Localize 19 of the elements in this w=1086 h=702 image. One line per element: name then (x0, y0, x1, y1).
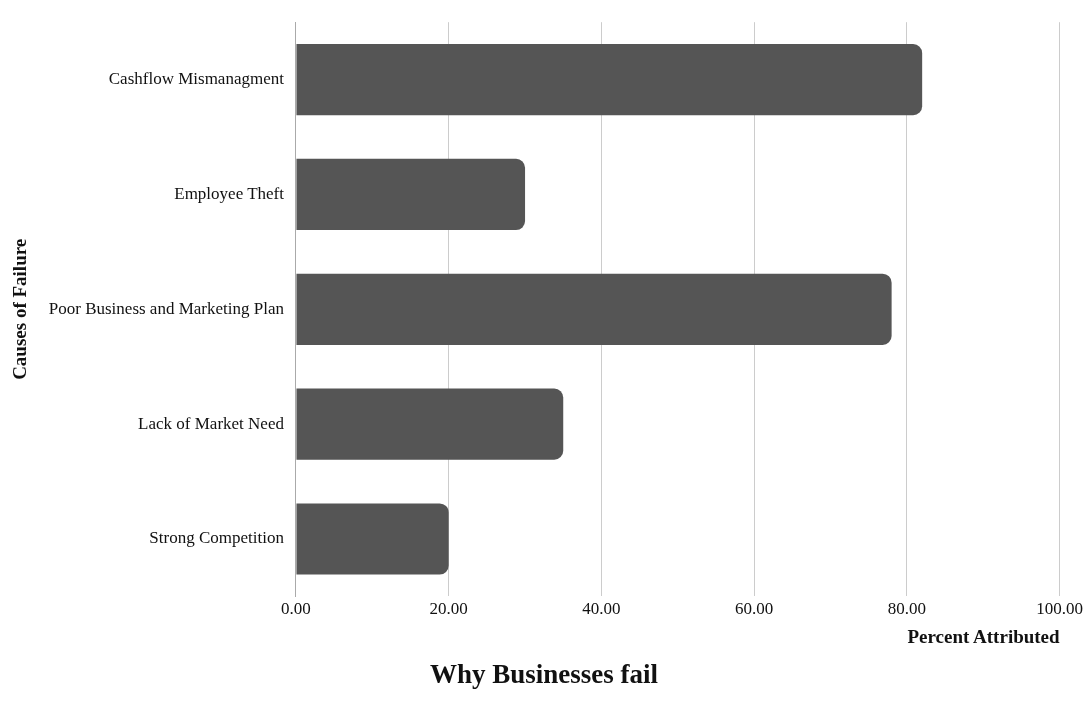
x-tick-label: 60.00 (735, 599, 774, 619)
x-tick-label: 0.00 (281, 599, 311, 619)
y-axis-title: Causes of Failure (9, 238, 31, 380)
x-tick-label: 20.00 (429, 599, 468, 619)
x-tick-label: 40.00 (582, 599, 621, 619)
bar (296, 273, 892, 345)
y-tick-label: Employee Theft (174, 183, 285, 203)
y-tick-label: Lack of Market Need (138, 413, 285, 433)
bar (296, 44, 923, 116)
bar (296, 503, 449, 575)
x-tick-label: 80.00 (887, 599, 927, 619)
y-tick-label: Poor Business and Marketing Plan (48, 298, 285, 318)
x-axis-title: Percent Attributed (907, 626, 1061, 648)
bar (296, 158, 526, 231)
y-tick-label: Strong Competition (149, 528, 285, 548)
bar (296, 388, 564, 460)
y-tick-label: Cashflow Mismanagment (108, 69, 285, 89)
x-tick-label: 100.00 (1036, 599, 1083, 619)
text: Why Businesses fail (429, 658, 659, 689)
